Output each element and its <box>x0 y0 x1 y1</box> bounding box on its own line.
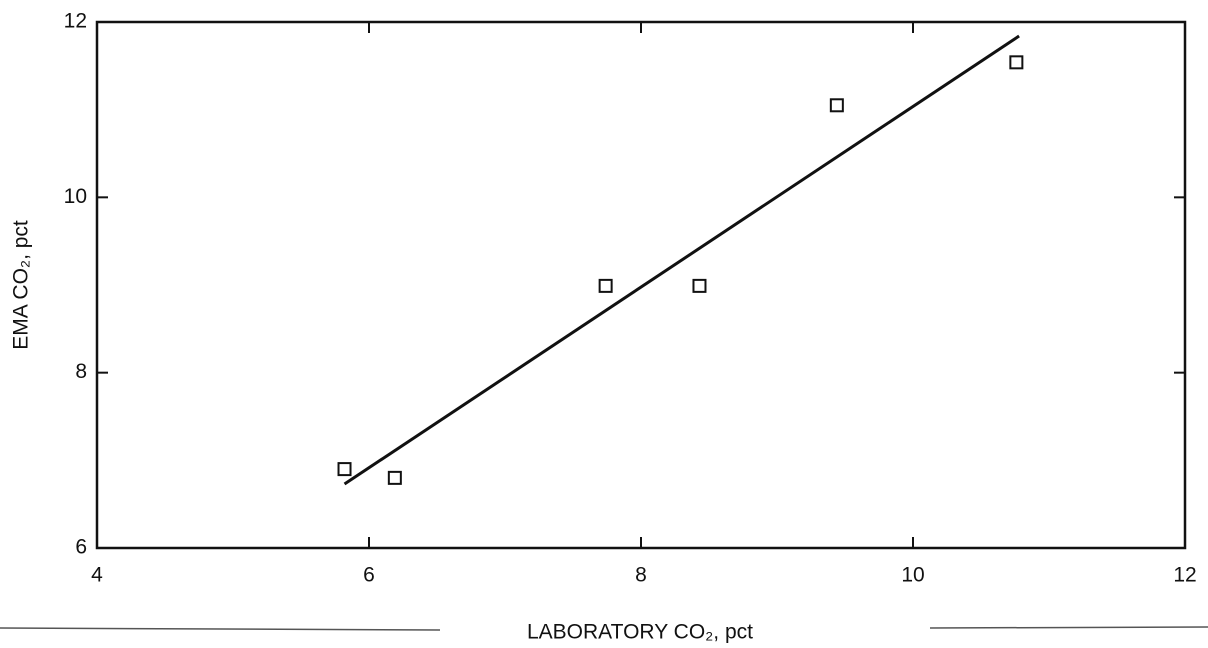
point <box>598 278 613 293</box>
y-tick-label: 10 <box>64 185 87 208</box>
y-axis-label: EMA CO₂, pct <box>10 220 33 350</box>
point <box>1009 55 1024 70</box>
point <box>387 470 402 485</box>
x-tick-label: 4 <box>91 564 103 587</box>
x-tick-label: 6 <box>363 564 375 587</box>
x-tick-label: 12 <box>1173 564 1196 587</box>
fit-line <box>343 34 1020 486</box>
y-tick-label: 12 <box>64 10 87 33</box>
point <box>337 462 352 477</box>
page-rule <box>929 626 1208 629</box>
y-tick-label: 8 <box>75 360 87 383</box>
point <box>692 278 707 293</box>
x-tick-label: 8 <box>635 564 647 587</box>
y-tick-label: 6 <box>75 536 87 559</box>
point <box>829 98 844 113</box>
x-tick-label: 10 <box>901 564 924 587</box>
plot-frame <box>95 20 1187 550</box>
page-rule <box>0 627 441 631</box>
x-axis-label: LABORATORY CO₂, pct <box>527 621 753 644</box>
